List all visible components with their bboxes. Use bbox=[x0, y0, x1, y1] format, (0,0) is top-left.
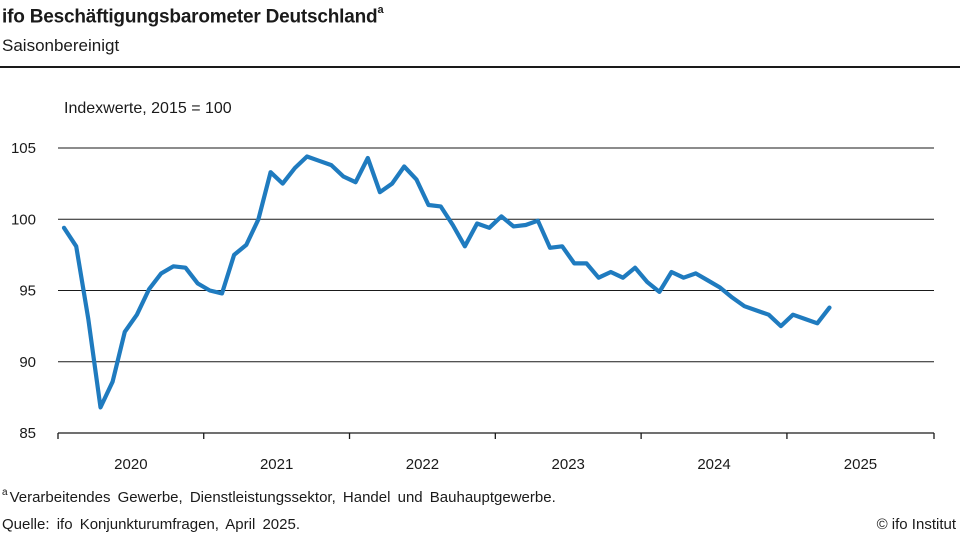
data-point-2021-06 bbox=[269, 170, 273, 174]
data-point-2023-06 bbox=[560, 244, 564, 248]
data-point-2020-03 bbox=[86, 317, 90, 321]
data-point-2024-03 bbox=[670, 270, 674, 274]
gridlines bbox=[58, 147, 934, 363]
data-point-2023-09 bbox=[597, 276, 601, 280]
source-note: Quelle: ifo Konjunkturumfragen, April 20… bbox=[2, 516, 301, 533]
x-tick-label-2024: 2024 bbox=[697, 456, 730, 473]
data-point-2024-06 bbox=[706, 279, 710, 283]
data-point-2020-12 bbox=[196, 281, 200, 285]
chart-title: ifo Beschäftigungsbarometer Deutschlanda bbox=[2, 4, 384, 28]
data-point-2023-12 bbox=[633, 266, 637, 270]
y-tick-label-100: 100 bbox=[11, 211, 36, 228]
data-point-2023-10 bbox=[609, 270, 613, 274]
x-tick-label-2025: 2025 bbox=[844, 456, 877, 473]
data-point-2024-02 bbox=[657, 290, 661, 294]
data-point-2021-04 bbox=[244, 243, 248, 247]
data-point-2021-11 bbox=[329, 163, 333, 167]
y-tick-label-90: 90 bbox=[19, 354, 36, 371]
data-point-2020-11 bbox=[184, 266, 188, 270]
series-line-0 bbox=[61, 154, 832, 410]
chart-subtitle: Saisonbereinigt bbox=[2, 36, 120, 55]
data-point-2024-10 bbox=[755, 309, 759, 313]
footnote: a Verarbeitendes Gewerbe, Dienstleistungs… bbox=[2, 487, 556, 506]
data-point-2022-11 bbox=[475, 222, 479, 226]
data-point-2022-03 bbox=[378, 190, 382, 194]
data-point-2024-04 bbox=[682, 276, 686, 280]
data-point-2023-03 bbox=[524, 223, 528, 227]
data-point-2022-01 bbox=[354, 180, 358, 184]
y-axis-label: Indexwerte, 2015 = 100 bbox=[64, 100, 232, 117]
y-tick-label-95: 95 bbox=[19, 283, 36, 300]
data-point-2022-09 bbox=[451, 223, 455, 227]
footnote-marker: a bbox=[2, 487, 8, 498]
data-point-2022-02 bbox=[366, 156, 370, 160]
data-point-2020-01 bbox=[62, 226, 66, 230]
y-tick-label-85: 85 bbox=[19, 425, 36, 442]
data-point-2025-04 bbox=[828, 306, 832, 310]
data-point-2024-05 bbox=[694, 271, 698, 275]
header-divider bbox=[0, 66, 960, 68]
data-point-2024-07 bbox=[718, 286, 722, 290]
data-point-2022-10 bbox=[463, 244, 467, 248]
data-point-2022-06 bbox=[414, 177, 418, 181]
data-point-2021-05 bbox=[256, 217, 260, 221]
data-point-2021-09 bbox=[305, 155, 309, 159]
data-point-2020-05 bbox=[111, 380, 115, 384]
data-point-2022-04 bbox=[390, 182, 394, 186]
x-tick-label-2020: 2020 bbox=[114, 456, 147, 473]
data-point-2025-02 bbox=[803, 317, 807, 321]
data-point-2021-12 bbox=[341, 175, 345, 179]
title-footnote-marker: a bbox=[377, 4, 384, 16]
data-point-2023-05 bbox=[548, 246, 552, 250]
axis-labels: 85 90 95 100 105 Indexwerte, 2015 = 100 2020 20… bbox=[11, 100, 877, 473]
data-point-2023-01 bbox=[499, 214, 503, 218]
data-point-2021-02 bbox=[220, 291, 224, 295]
data-point-2024-09 bbox=[742, 304, 746, 308]
data-point-2024-11 bbox=[767, 313, 771, 317]
data-point-2021-01 bbox=[208, 289, 212, 293]
data-point-2020-06 bbox=[123, 330, 127, 334]
y-tick-label-105: 105 bbox=[11, 140, 36, 157]
data-point-2025-01 bbox=[791, 313, 795, 317]
data-point-2022-05 bbox=[402, 165, 406, 169]
data-point-2020-08 bbox=[147, 287, 151, 291]
data-point-2024-08 bbox=[730, 296, 734, 300]
data-point-2023-07 bbox=[572, 261, 576, 265]
data-point-2022-07 bbox=[427, 203, 431, 207]
series-layer bbox=[61, 154, 832, 410]
data-point-2023-08 bbox=[585, 261, 589, 265]
footnote-text: Verarbeitendes Gewerbe, Dienstleistungss… bbox=[9, 489, 556, 506]
data-point-2023-04 bbox=[536, 219, 540, 223]
data-point-2022-08 bbox=[439, 204, 443, 208]
data-point-2024-01 bbox=[645, 280, 649, 284]
data-point-2020-04 bbox=[99, 405, 103, 409]
x-tick-label-2021: 2021 bbox=[260, 456, 293, 473]
data-point-2025-03 bbox=[815, 321, 819, 325]
x-tick-label-2022: 2022 bbox=[406, 456, 439, 473]
x-tick-label-2023: 2023 bbox=[552, 456, 585, 473]
copyright: © ifo Institut bbox=[876, 516, 956, 533]
data-point-2020-07 bbox=[135, 313, 139, 317]
data-point-2020-10 bbox=[171, 264, 175, 268]
data-point-2021-08 bbox=[293, 166, 297, 170]
data-point-2020-09 bbox=[159, 271, 163, 275]
data-point-2021-03 bbox=[232, 253, 236, 257]
data-point-2024-12 bbox=[779, 324, 783, 328]
x-axis bbox=[57, 432, 935, 439]
data-point-2020-02 bbox=[74, 244, 78, 248]
data-point-2023-02 bbox=[512, 224, 516, 228]
data-point-2021-10 bbox=[317, 159, 321, 163]
data-point-2022-12 bbox=[487, 226, 491, 230]
data-point-2021-07 bbox=[281, 182, 285, 186]
data-point-2023-11 bbox=[621, 276, 625, 280]
